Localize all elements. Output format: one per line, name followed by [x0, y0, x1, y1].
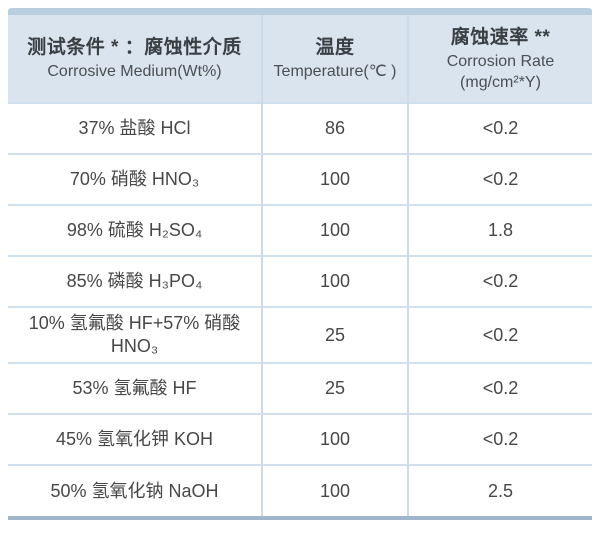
temperature-cell: 100 — [261, 255, 408, 307]
medium-cell: 53% 氢氟酸 HF — [8, 362, 262, 414]
corrosion-data-table: 测试条件 * ：腐蚀性介质 Corrosive Medium(Wt%) 温度 T… — [8, 15, 592, 516]
header-rate-unit: (mg/cm²*Y) — [460, 73, 541, 91]
temperature-cell: 86 — [261, 102, 408, 154]
table-header: 测试条件 * ：腐蚀性介质 Corrosive Medium(Wt%) 温度 T… — [8, 15, 592, 103]
rate-cell: <0.2 — [407, 102, 592, 154]
header-medium-zh: 测试条件 * ：腐蚀性介质 — [27, 37, 242, 58]
medium-text: 53% 氢氟酸 HF — [72, 378, 197, 398]
temperature-cell: 25 — [261, 306, 408, 363]
header-rate-en: Corrosion Rate — [446, 52, 555, 70]
medium-text: 98% 硫酸 H₂SO₄ — [66, 220, 203, 240]
rate-cell: <0.2 — [407, 413, 592, 465]
table-row: 85% 磷酸 H₃PO₄ 100 <0.2 — [8, 255, 592, 307]
table-row: 37% 盐酸 HCl 86 <0.2 — [8, 102, 592, 154]
table-row: 70% 硝酸 HNO₃ 100 <0.2 — [8, 153, 592, 205]
header-temperature-en: Temperature(℃ ) — [273, 63, 397, 80]
header-rate-zh: 腐蚀速率 ** — [450, 26, 551, 48]
rate-cell: <0.2 — [407, 306, 592, 363]
medium-cell: 37% 盐酸 HCl — [8, 102, 262, 154]
medium-text: 10% 氢氟酸 HF+57% 硝酸 — [28, 313, 241, 333]
header-medium-en: Corrosive Medium(Wt%) — [47, 63, 222, 80]
rate-cell: <0.2 — [407, 153, 592, 205]
header-temperature-zh: 温度 — [315, 37, 355, 58]
temperature-cell: 100 — [261, 204, 408, 256]
corrosion-resistance-table: 测试条件 * ：腐蚀性介质 Corrosive Medium(Wt%) 温度 T… — [8, 8, 592, 520]
table-row: 53% 氢氟酸 HF 25 <0.2 — [8, 362, 592, 414]
medium-cell: 10% 氢氟酸 HF+57% 硝酸 HNO₃ — [8, 306, 262, 363]
table-body: 37% 盐酸 HCl 86 <0.2 70% 硝酸 HNO₃ 100 <0.2 … — [8, 102, 592, 516]
temperature-cell: 100 — [261, 413, 408, 465]
header-medium-column: 测试条件 * ：腐蚀性介质 Corrosive Medium(Wt%) — [8, 15, 262, 103]
rate-cell: 2.5 — [407, 464, 592, 516]
medium-cell: 50% 氢氧化钠 NaOH — [8, 464, 262, 516]
medium-cell: 85% 磷酸 H₃PO₄ — [8, 255, 262, 307]
table-row: 50% 氢氧化钠 NaOH 100 2.5 — [8, 464, 592, 516]
header-temperature-column: 温度 Temperature(℃ ) — [261, 15, 408, 103]
medium-cell: 98% 硫酸 H₂SO₄ — [8, 204, 262, 256]
medium-text: 45% 氢氧化钾 KOH — [55, 429, 214, 449]
medium-text: 37% 盐酸 HCl — [78, 118, 191, 138]
header-row: 测试条件 * ：腐蚀性介质 Corrosive Medium(Wt%) 温度 T… — [8, 15, 592, 103]
temperature-cell: 100 — [261, 153, 408, 205]
medium-cell: 45% 氢氧化钾 KOH — [8, 413, 262, 465]
medium-text: 85% 磷酸 H₃PO₄ — [66, 271, 203, 291]
medium-text: 70% 硝酸 HNO₃ — [69, 169, 200, 189]
table-row: 10% 氢氟酸 HF+57% 硝酸 HNO₃ 25 <0.2 — [8, 306, 592, 363]
table-top-accent — [8, 8, 592, 15]
header-rate-column: 腐蚀速率 ** Corrosion Rate (mg/cm²*Y) — [407, 15, 592, 103]
table-row: 45% 氢氧化钾 KOH 100 <0.2 — [8, 413, 592, 465]
temperature-cell: 25 — [261, 362, 408, 414]
medium-cell: 70% 硝酸 HNO₃ — [8, 153, 262, 205]
medium-text: 50% 氢氧化钠 NaOH — [50, 480, 219, 501]
rate-cell: <0.2 — [407, 362, 592, 414]
rate-cell: 1.8 — [407, 204, 592, 256]
table-bottom-border — [8, 516, 592, 520]
table-row: 98% 硫酸 H₂SO₄ 100 1.8 — [8, 204, 592, 256]
rate-cell: <0.2 — [407, 255, 592, 307]
temperature-cell: 100 — [261, 464, 408, 516]
medium-text-line2: HNO₃ — [110, 336, 159, 356]
